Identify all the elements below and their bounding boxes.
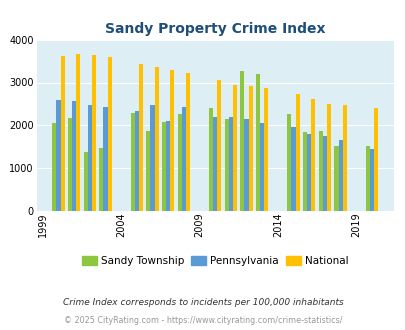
Bar	[217, 81, 221, 211]
Bar	[373, 108, 377, 211]
Bar	[232, 85, 237, 211]
Bar	[256, 74, 260, 211]
Bar	[68, 118, 72, 211]
Bar	[72, 101, 76, 211]
Bar	[209, 108, 213, 211]
Text: © 2025 CityRating.com - https://www.cityrating.com/crime-statistics/: © 2025 CityRating.com - https://www.city…	[64, 316, 341, 325]
Legend: Sandy Township, Pennsylvania, National: Sandy Township, Pennsylvania, National	[80, 254, 350, 268]
Bar	[213, 117, 217, 211]
Bar	[107, 57, 111, 211]
Bar	[326, 104, 330, 211]
Bar	[311, 99, 315, 211]
Bar	[244, 118, 248, 211]
Bar	[87, 105, 92, 211]
Bar	[103, 107, 107, 211]
Bar	[307, 134, 311, 211]
Bar	[334, 146, 338, 211]
Bar	[134, 111, 139, 211]
Bar	[287, 114, 291, 211]
Bar	[240, 71, 244, 211]
Bar	[150, 105, 154, 211]
Bar	[83, 152, 87, 211]
Bar	[264, 88, 268, 211]
Bar	[130, 113, 134, 211]
Bar	[99, 148, 103, 211]
Bar	[228, 117, 232, 211]
Bar	[60, 56, 64, 211]
Title: Sandy Property Crime Index: Sandy Property Crime Index	[104, 22, 325, 36]
Bar	[365, 146, 369, 211]
Bar	[342, 105, 346, 211]
Bar	[318, 131, 322, 211]
Bar	[52, 123, 56, 211]
Bar	[185, 73, 190, 211]
Bar	[92, 55, 96, 211]
Bar	[154, 67, 158, 211]
Bar	[322, 136, 326, 211]
Bar	[166, 121, 170, 211]
Bar	[170, 70, 174, 211]
Bar	[76, 54, 80, 211]
Bar	[303, 132, 307, 211]
Bar	[291, 127, 295, 211]
Bar	[338, 141, 342, 211]
Bar	[56, 100, 60, 211]
Bar	[146, 131, 150, 211]
Bar	[162, 122, 166, 211]
Bar	[295, 94, 299, 211]
Text: Crime Index corresponds to incidents per 100,000 inhabitants: Crime Index corresponds to incidents per…	[62, 298, 343, 307]
Bar	[139, 64, 143, 211]
Bar	[181, 107, 185, 211]
Bar	[224, 119, 228, 211]
Bar	[369, 148, 373, 211]
Bar	[248, 86, 252, 211]
Bar	[260, 123, 264, 211]
Bar	[177, 114, 181, 211]
